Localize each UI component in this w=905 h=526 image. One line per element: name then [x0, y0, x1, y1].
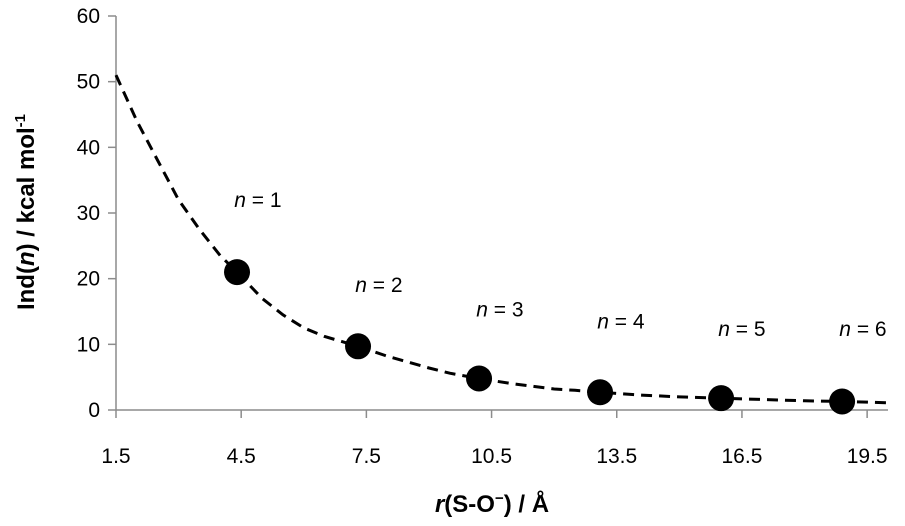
x-axis-title-close: ) / Å [504, 490, 549, 518]
x-tick-label: 1.5 [101, 445, 130, 468]
y-tick-label: 20 [77, 268, 100, 291]
x-tick-label: 10.5 [471, 445, 512, 468]
annotation-n6: n = 6 [839, 318, 886, 341]
annotation-value: = 2 [367, 274, 403, 297]
y-tick-label: 60 [77, 5, 100, 28]
annotation-value: = 5 [730, 318, 766, 341]
annotation-n2: n = 2 [355, 274, 402, 297]
annotation-value: = 3 [488, 299, 524, 322]
data-point-4 [587, 379, 614, 406]
annotation-variable: n [476, 299, 488, 322]
x-ticks: 1.5 4.5 7.5 10.5 13.5 16.5 19.5 [101, 410, 888, 468]
y-axis-title-italic: n [13, 251, 40, 266]
trendline [114, 74, 889, 405]
x-axis-title-italic: r [435, 491, 446, 518]
x-axis-title: r(S-O−) / Å [435, 490, 549, 518]
y-tick-label: 30 [77, 202, 100, 225]
y-axis-title: Ind(n) / kcal mol-1 [12, 114, 40, 310]
x-tick-label: 19.5 [847, 445, 888, 468]
data-point-2 [345, 333, 372, 360]
x-tick-label: 16.5 [722, 445, 763, 468]
y-axis-title-unit: ) / kcal mol [13, 127, 40, 251]
annotation-variable: n [355, 274, 367, 297]
x-axis-title-main: (S-O [444, 491, 495, 518]
x-tick-label: 4.5 [227, 445, 256, 468]
y-tick-label: 10 [77, 333, 100, 356]
y-axis-title-main: Ind( [13, 266, 40, 310]
annotation-n5: n = 5 [718, 318, 765, 341]
data-point-6 [829, 388, 856, 415]
annotation-n1: n = 1 [234, 189, 281, 212]
data-points [224, 259, 856, 415]
y-tick-label: 50 [77, 71, 100, 94]
annotation-value: = 6 [851, 318, 887, 341]
y-axis-title-sup: -1 [12, 114, 29, 127]
x-tick-label: 7.5 [352, 445, 381, 468]
axes [115, 16, 888, 411]
y-tick-label: 40 [77, 136, 100, 159]
annotation-variable: n [234, 189, 246, 212]
annotation-variable: n [718, 318, 730, 341]
annotation-variable: n [839, 318, 851, 341]
y-tick-label: 0 [88, 399, 100, 422]
annotation-n4: n = 4 [597, 310, 645, 333]
y-ticks: 0 10 20 30 40 50 60 [77, 5, 116, 422]
annotation-variable: n [597, 310, 609, 333]
x-tick-label: 13.5 [596, 445, 637, 468]
x-axis-title-sup: − [495, 490, 504, 507]
data-point-3 [466, 365, 493, 392]
data-point-1 [224, 259, 251, 286]
data-point-5 [708, 385, 735, 412]
annotation-value: = 1 [246, 189, 282, 212]
annotation-n3: n = 3 [476, 299, 523, 322]
annotation-value: = 4 [609, 310, 645, 333]
